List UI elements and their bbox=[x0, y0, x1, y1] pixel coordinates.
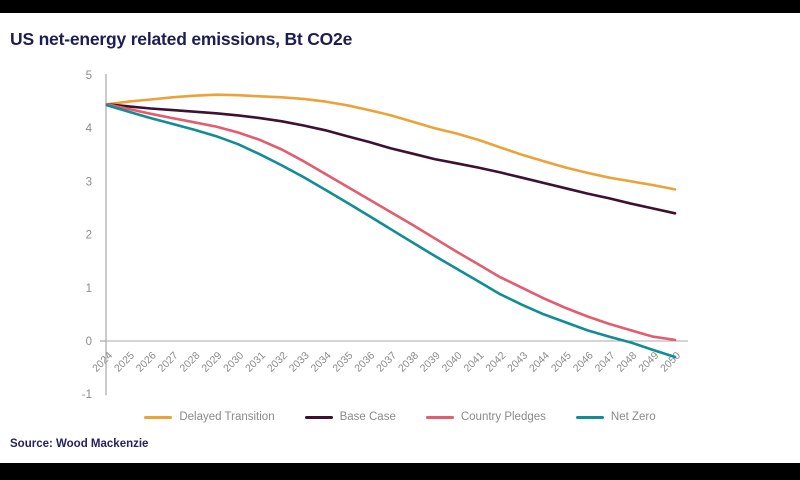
legend-item-base-case: Base Case bbox=[304, 411, 396, 423]
legend-swatch-icon bbox=[575, 415, 604, 419]
legend-label: Country Pledges bbox=[460, 411, 546, 423]
x-tick-label: 2028 bbox=[178, 350, 203, 375]
x-tick-label: 2035 bbox=[330, 350, 355, 375]
x-tick-label: 2045 bbox=[549, 350, 574, 375]
source-note: Source: Wood Mackenzie bbox=[10, 438, 149, 450]
legend-item-country-pledges: Country Pledges bbox=[425, 411, 546, 423]
series-line-country-pledges bbox=[105, 103, 677, 342]
y-tick-label: 1 bbox=[86, 283, 92, 295]
x-tick-label: 2031 bbox=[243, 350, 268, 375]
legend-label: Net Zero bbox=[610, 411, 656, 423]
x-tick-label: 2038 bbox=[396, 350, 421, 375]
x-tick-label: 2037 bbox=[374, 350, 399, 375]
x-tick-label: 2046 bbox=[571, 350, 596, 375]
chart-title: US net-energy related emissions, Bt CO2e bbox=[10, 29, 353, 49]
x-tick-label: 2042 bbox=[483, 350, 508, 375]
legend-label: Delayed Transition bbox=[179, 411, 275, 423]
x-tick-label: 2043 bbox=[505, 350, 530, 375]
y-axis-labels: 5 4 3 2 1 0 -1 bbox=[82, 70, 93, 401]
x-axis-labels: 2024202520262027202820292030203120322033… bbox=[90, 350, 683, 375]
x-tick-label: 2041 bbox=[462, 350, 487, 375]
series-line-net-zero bbox=[105, 104, 677, 359]
chart-legend: Delayed Transition Base Case Country Pledg… bbox=[0, 411, 800, 423]
x-tick-label: 2024 bbox=[90, 350, 115, 375]
series-line-delayed-transition bbox=[105, 93, 677, 191]
y-tick-label: 0 bbox=[86, 336, 92, 348]
bottom-black-bar bbox=[0, 463, 800, 480]
x-tick-label: 2033 bbox=[287, 350, 312, 375]
legend-swatch-icon bbox=[304, 415, 333, 419]
x-tick-label: 2044 bbox=[527, 350, 552, 375]
x-tick-label: 2040 bbox=[440, 350, 465, 375]
top-black-bar bbox=[0, 0, 800, 13]
legend-swatch-icon bbox=[144, 415, 173, 419]
y-tick-label: 4 bbox=[86, 123, 93, 135]
series-line-base-case bbox=[105, 103, 677, 215]
y-tick-label: 2 bbox=[86, 230, 92, 242]
x-tick-label: 2026 bbox=[134, 350, 159, 375]
legend-swatch-icon bbox=[425, 415, 454, 419]
x-tick-label: 2049 bbox=[636, 350, 661, 375]
x-tick-label: 2029 bbox=[199, 350, 224, 375]
legend-item-delayed-transition: Delayed Transition bbox=[144, 411, 275, 423]
x-tick-label: 2039 bbox=[418, 350, 443, 375]
y-tick-label: 3 bbox=[86, 176, 92, 188]
x-tick-label: 2025 bbox=[112, 350, 137, 375]
x-tick-label: 2027 bbox=[156, 350, 181, 375]
x-tick-label: 2047 bbox=[593, 350, 618, 375]
x-tick-label: 2030 bbox=[221, 350, 246, 375]
x-tick-label: 2032 bbox=[265, 350, 290, 375]
x-tick-label: 2034 bbox=[309, 350, 334, 375]
legend-item-net-zero: Net Zero bbox=[575, 411, 656, 423]
x-tick-label: 2036 bbox=[352, 350, 377, 375]
x-tick-label: 2048 bbox=[614, 350, 639, 375]
legend-label: Base Case bbox=[339, 411, 396, 423]
y-tick-label: 5 bbox=[86, 70, 92, 82]
y-tick-label: -1 bbox=[82, 389, 92, 401]
